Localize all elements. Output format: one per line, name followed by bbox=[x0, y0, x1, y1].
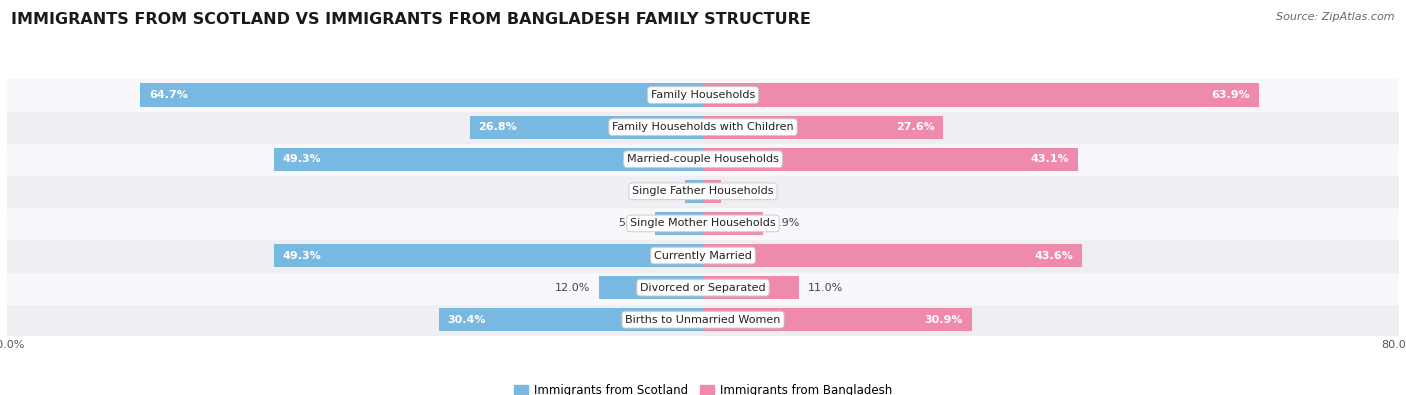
Text: Births to Unmarried Women: Births to Unmarried Women bbox=[626, 315, 780, 325]
Bar bbox=[703, 276, 799, 299]
Bar bbox=[599, 276, 703, 299]
Text: 12.0%: 12.0% bbox=[554, 282, 591, 293]
Bar bbox=[7, 143, 1399, 175]
Text: 30.9%: 30.9% bbox=[925, 315, 963, 325]
Bar bbox=[655, 212, 703, 235]
Bar bbox=[685, 180, 703, 203]
Legend: Immigrants from Scotland, Immigrants from Bangladesh: Immigrants from Scotland, Immigrants fro… bbox=[509, 379, 897, 395]
Text: Single Father Households: Single Father Households bbox=[633, 186, 773, 196]
Bar bbox=[274, 244, 703, 267]
Text: Family Households with Children: Family Households with Children bbox=[612, 122, 794, 132]
Text: 43.6%: 43.6% bbox=[1035, 250, 1074, 261]
Bar bbox=[7, 79, 1399, 111]
Text: 5.5%: 5.5% bbox=[619, 218, 647, 228]
Bar bbox=[439, 308, 703, 331]
Text: 63.9%: 63.9% bbox=[1212, 90, 1250, 100]
Bar bbox=[7, 272, 1399, 304]
Text: 26.8%: 26.8% bbox=[478, 122, 517, 132]
Text: 49.3%: 49.3% bbox=[283, 154, 322, 164]
Text: 27.6%: 27.6% bbox=[896, 122, 935, 132]
Text: Family Households: Family Households bbox=[651, 90, 755, 100]
Text: 64.7%: 64.7% bbox=[149, 90, 188, 100]
Text: 49.3%: 49.3% bbox=[283, 250, 322, 261]
Text: Currently Married: Currently Married bbox=[654, 250, 752, 261]
Text: Source: ZipAtlas.com: Source: ZipAtlas.com bbox=[1277, 12, 1395, 22]
Bar bbox=[703, 180, 721, 203]
Bar bbox=[7, 304, 1399, 336]
Text: 43.1%: 43.1% bbox=[1031, 154, 1069, 164]
Bar bbox=[703, 308, 972, 331]
Text: 30.4%: 30.4% bbox=[447, 315, 485, 325]
Bar bbox=[274, 148, 703, 171]
Text: Divorced or Separated: Divorced or Separated bbox=[640, 282, 766, 293]
Text: 6.9%: 6.9% bbox=[772, 218, 800, 228]
Text: 2.1%: 2.1% bbox=[648, 186, 676, 196]
Bar bbox=[703, 116, 943, 139]
Bar bbox=[7, 239, 1399, 272]
Bar bbox=[470, 116, 703, 139]
Bar bbox=[703, 148, 1078, 171]
Bar bbox=[7, 207, 1399, 239]
Bar bbox=[141, 83, 703, 107]
Text: 2.1%: 2.1% bbox=[730, 186, 758, 196]
Text: IMMIGRANTS FROM SCOTLAND VS IMMIGRANTS FROM BANGLADESH FAMILY STRUCTURE: IMMIGRANTS FROM SCOTLAND VS IMMIGRANTS F… bbox=[11, 12, 811, 27]
Bar bbox=[703, 83, 1258, 107]
Text: 11.0%: 11.0% bbox=[807, 282, 842, 293]
Text: Married-couple Households: Married-couple Households bbox=[627, 154, 779, 164]
Bar bbox=[703, 244, 1083, 267]
Bar bbox=[703, 212, 763, 235]
Bar bbox=[7, 111, 1399, 143]
Text: Single Mother Households: Single Mother Households bbox=[630, 218, 776, 228]
Bar bbox=[7, 175, 1399, 207]
